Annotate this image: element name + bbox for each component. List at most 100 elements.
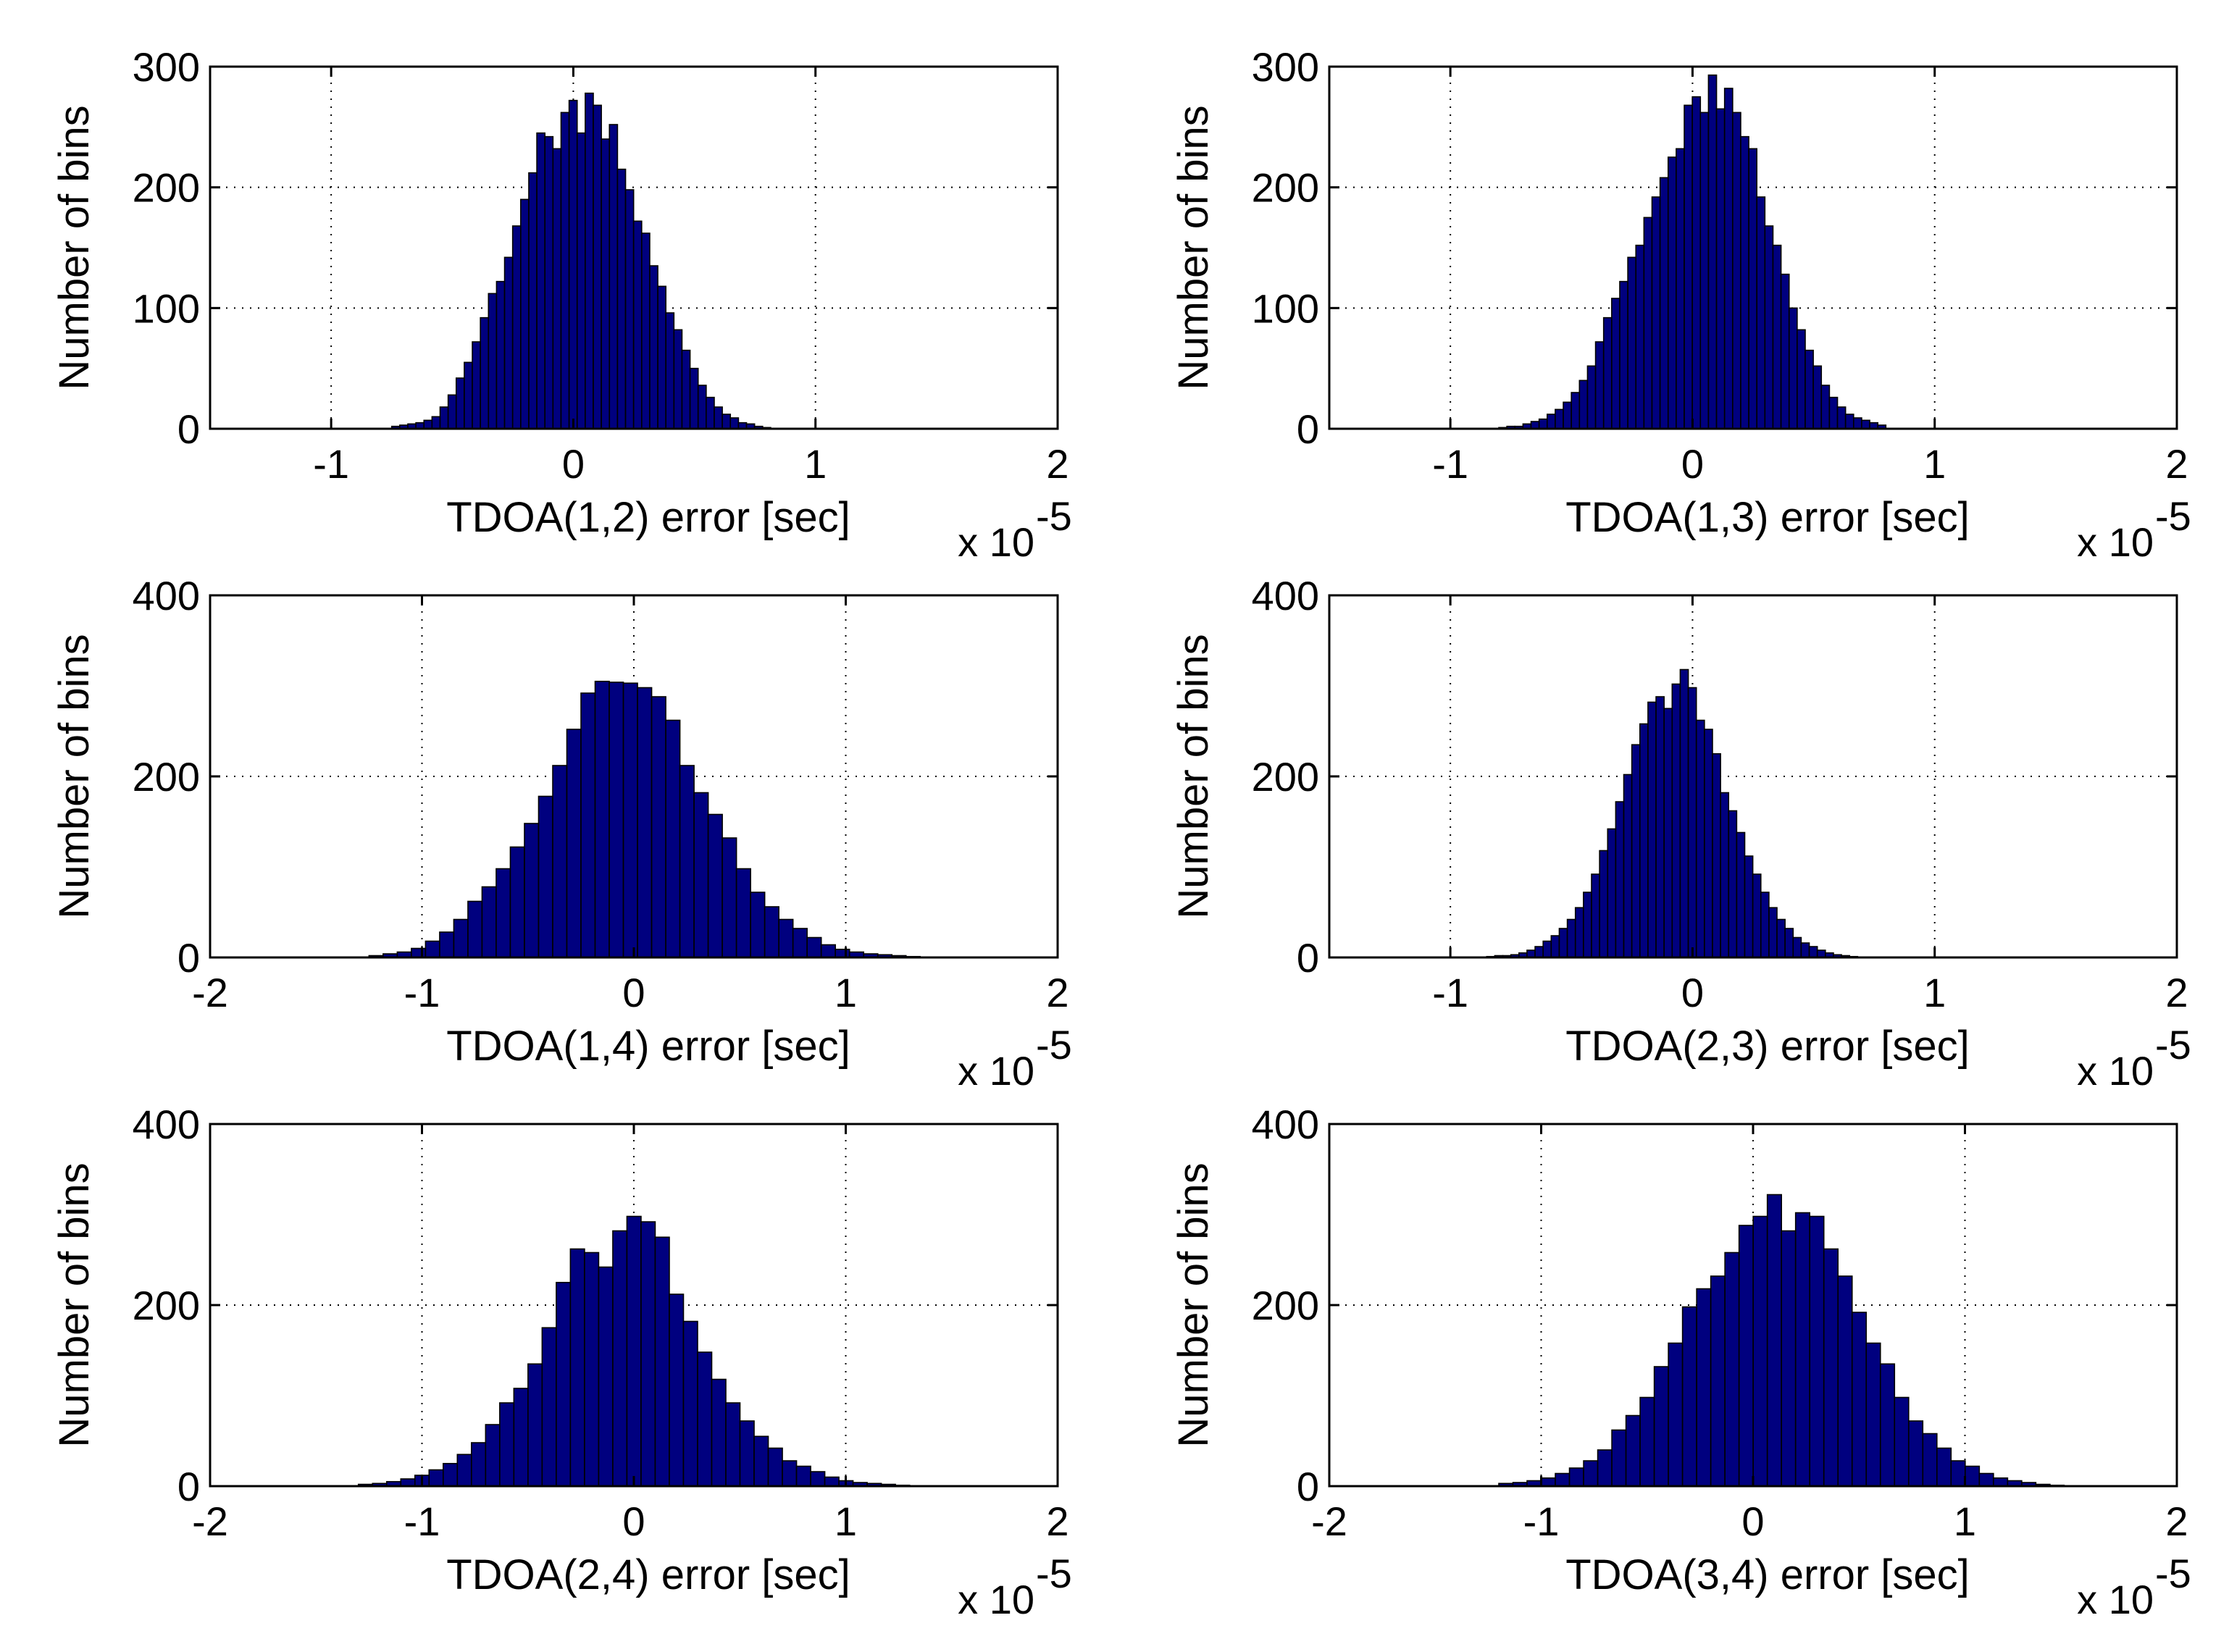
histogram-bar [1752, 873, 1762, 958]
histogram-bar [1566, 918, 1576, 958]
histogram-bar [1602, 316, 1613, 429]
histogram-bar [1804, 349, 1814, 429]
histogram-bar [456, 1454, 472, 1487]
histogram-bar [1625, 1414, 1641, 1487]
histogram-bar [1740, 135, 1749, 429]
histogram-bar [654, 1236, 670, 1487]
histogram-bar [1594, 341, 1605, 429]
y-tick-label: 0 [177, 406, 200, 452]
histogram-bar [1723, 88, 1734, 429]
histogram-bar [569, 1248, 585, 1487]
histogram-bar [753, 1435, 769, 1487]
histogram-bar [528, 172, 538, 429]
x-tick-label: 2 [1046, 970, 1069, 1015]
x-axis-label: TDOA(1,3) error [sec] [1565, 494, 1970, 541]
histogram-bar [598, 1266, 614, 1487]
histogram-bar [447, 394, 457, 429]
x-tick-label: -1 [1523, 1498, 1560, 1544]
histogram-bar [1784, 928, 1794, 958]
y-tick-label: 0 [177, 935, 200, 981]
histogram-bar [1668, 1342, 1684, 1487]
histogram-bar [1993, 1477, 2009, 1487]
histogram-bar [1647, 701, 1657, 958]
histogram-bar [637, 687, 653, 958]
x-tick-label: -1 [313, 441, 349, 487]
histogram-bar [735, 868, 751, 958]
histogram-bar [1844, 414, 1854, 429]
histogram-bar [467, 900, 483, 958]
histogram-bar [425, 940, 440, 958]
y-tick-label: 400 [133, 1102, 200, 1147]
histogram-bar [665, 312, 675, 429]
histogram-bar [1563, 401, 1572, 429]
histogram-bar [495, 868, 511, 958]
histogram-bar [1812, 365, 1823, 429]
x-axis-label: TDOA(2,3) error [sec] [1565, 1023, 1970, 1070]
histogram-bar [1748, 148, 1758, 429]
histogram-bar [1852, 417, 1862, 429]
y-tick-label: 100 [1252, 285, 1319, 331]
histogram-bar [1792, 936, 1802, 958]
y-axis-label: Number of bins [1170, 1162, 1217, 1447]
histogram-bar [499, 1402, 515, 1487]
histogram-bar [640, 232, 651, 429]
y-tick-label: 200 [133, 165, 200, 211]
y-tick-label: 0 [1297, 406, 1319, 452]
histogram-bar [552, 765, 568, 958]
x-axis-label: TDOA(3,4) error [sec] [1565, 1551, 1970, 1598]
histogram-panel-3: -2 -1 0 1 2 0 200 400 TDOA(1,4) error [sec] Numbe… [51, 573, 1072, 1094]
histogram-bar [1611, 298, 1620, 429]
histogram-bar [1607, 828, 1617, 958]
histogram-bar [472, 341, 481, 429]
histogram-bar [782, 1460, 798, 1487]
histogram-bar [513, 1388, 529, 1487]
histogram-bar [693, 792, 709, 958]
histogram-bar [594, 680, 610, 958]
x-multiplier-label: x 10 [958, 1048, 1034, 1094]
histogram-bar [1712, 752, 1721, 958]
y-tick-label: 200 [1252, 1283, 1319, 1328]
x-tick-label: 0 [1681, 441, 1704, 487]
x-axis-label: TDOA(1,2) error [sec] [446, 494, 850, 541]
x-multiplier-label: x 10 [2077, 1577, 2154, 1622]
histogram-bar [584, 1251, 600, 1487]
histogram-bar [725, 1402, 741, 1487]
x-multiplier-label: x 10 [958, 519, 1034, 565]
histogram-bar [1736, 831, 1746, 958]
histogram-bar [669, 1293, 685, 1487]
x-tick-label: -1 [404, 970, 440, 1015]
histogram-bar [1820, 385, 1831, 429]
histogram-bar [1836, 406, 1847, 429]
histogram-bar [657, 285, 666, 429]
histogram-bar [1623, 773, 1633, 958]
histogram-bar [1776, 918, 1786, 958]
histogram-bar [1965, 1465, 1981, 1487]
plot-border [209, 65, 1059, 430]
x-tick-label: 1 [835, 1498, 857, 1544]
histogram-bar [1695, 719, 1705, 958]
x-tick-label: -1 [404, 1498, 440, 1544]
histogram-bar [524, 823, 540, 958]
histogram-bar [1837, 1275, 1853, 1487]
histogram-bar [1591, 873, 1600, 958]
histogram-bar [1752, 1215, 1768, 1487]
histogram-bar [1627, 256, 1637, 429]
histogram-bar [820, 944, 836, 958]
histogram-bar [560, 112, 570, 429]
histogram-bar [824, 1476, 840, 1487]
histogram-bar [1797, 329, 1806, 429]
histogram-bar [714, 406, 723, 429]
histogram-bar [651, 696, 666, 958]
histogram-bar [1808, 946, 1818, 958]
histogram-bar [1851, 1312, 1868, 1487]
histogram-bar [1687, 687, 1697, 958]
x-tick-label: 0 [622, 970, 645, 1015]
x-axis-label: TDOA(1,4) error [sec] [446, 1023, 850, 1070]
x-tick-label: 0 [1681, 970, 1704, 1015]
histogram-bar [1571, 392, 1581, 429]
y-tick-label: 200 [133, 754, 200, 800]
x-tick-label: -1 [1432, 441, 1468, 487]
x-axis-label: TDOA(2,4) error [sec] [446, 1551, 850, 1598]
histogram-panel-5: -2 -1 0 1 2 0 200 400 TDOA(2,4) error [sec] Numbe… [51, 1102, 1072, 1622]
histogram-bar [1823, 1248, 1839, 1487]
